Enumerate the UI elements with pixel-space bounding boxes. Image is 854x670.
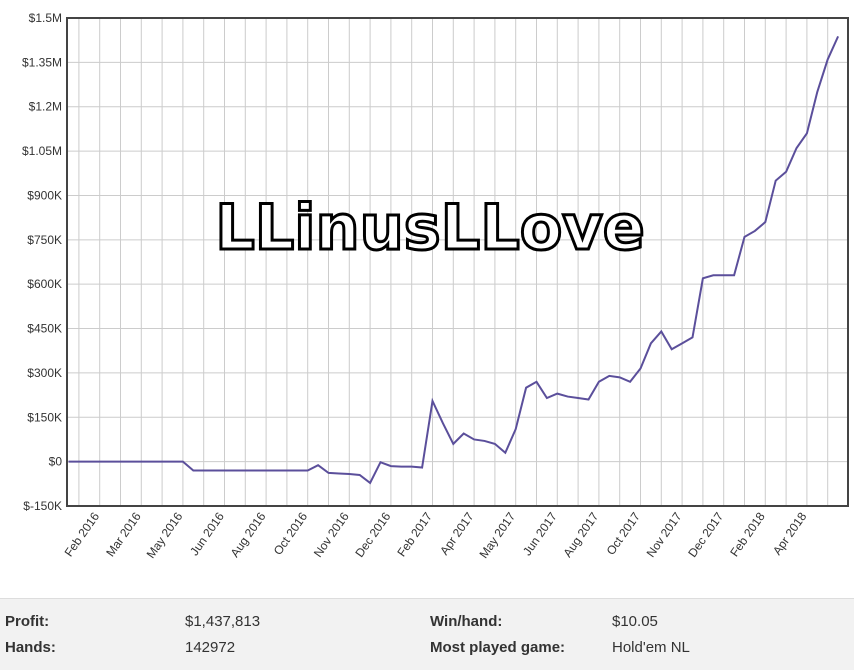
lines — [68, 35, 840, 485]
x-tick-label: Dec 2017 — [685, 509, 726, 559]
profit-line — [68, 35, 840, 485]
plot-frame — [66, 17, 849, 507]
y-tick-label: $750K — [27, 233, 62, 247]
chart: LLinusLLove $-150K $0 $150K $300K $450K $600K… — [22, 11, 849, 561]
stat-label: Most played game: — [430, 639, 566, 656]
x-tick-label: Feb 2016 — [62, 509, 103, 559]
x-tick-label: Aug 2017 — [560, 509, 601, 559]
x-tick-label: Nov 2016 — [311, 509, 352, 559]
stats-bar: Profit: $1,437,813 Win/hand: $10.05 Hands: 14… — [0, 598, 854, 670]
x-tick-label: Oct 2017 — [604, 509, 644, 557]
y-tick-label: $0 — [49, 455, 63, 469]
stat-value: $10.05 — [612, 613, 658, 630]
stat-label: Win/hand: — [430, 613, 503, 630]
y-tick-label: $900K — [27, 188, 62, 202]
y-tick-label: $1.35M — [22, 55, 62, 69]
stat-label: Hands: — [5, 639, 56, 656]
x-tick-label: May 2016 — [144, 509, 186, 560]
plot-area — [67, 18, 848, 506]
stat-label: Profit: — [5, 613, 50, 630]
x-tick-label: Aug 2016 — [228, 509, 269, 559]
grid — [67, 17, 848, 507]
x-tick-label: Nov 2017 — [644, 509, 685, 559]
stat-value: 142972 — [185, 639, 236, 656]
y-tick-label: $1.5M — [29, 11, 62, 25]
stat-value: Hold'em NL — [612, 639, 690, 656]
x-tick-label: May 2017 — [476, 509, 518, 560]
y-tick-label: $600K — [27, 277, 62, 291]
x-tick-label: Jun 2016 — [187, 509, 227, 558]
x-tick-label: Apr 2018 — [770, 509, 810, 557]
x-tick-label: Feb 2017 — [394, 509, 435, 559]
stat-value: $1,437,813 — [185, 613, 261, 630]
y-tick-label: $-150K — [23, 499, 62, 513]
y-tick-label: $1.05M — [22, 144, 62, 158]
x-tick-label: Feb 2018 — [727, 509, 768, 559]
y-tick-label: $1.2M — [29, 100, 62, 114]
x-tick-label: Oct 2016 — [271, 509, 311, 557]
x-tick-label: Mar 2016 — [103, 509, 144, 559]
y-tick-label: $150K — [27, 410, 62, 424]
x-tick-label: Apr 2017 — [437, 509, 477, 557]
watermark: LLinusLLove — [215, 191, 645, 264]
y-tick-label: $300K — [27, 366, 62, 380]
x-tick-label: Jun 2017 — [520, 509, 560, 558]
x-tick-label: Dec 2016 — [352, 509, 393, 559]
y-tick-label: $450K — [27, 322, 62, 336]
